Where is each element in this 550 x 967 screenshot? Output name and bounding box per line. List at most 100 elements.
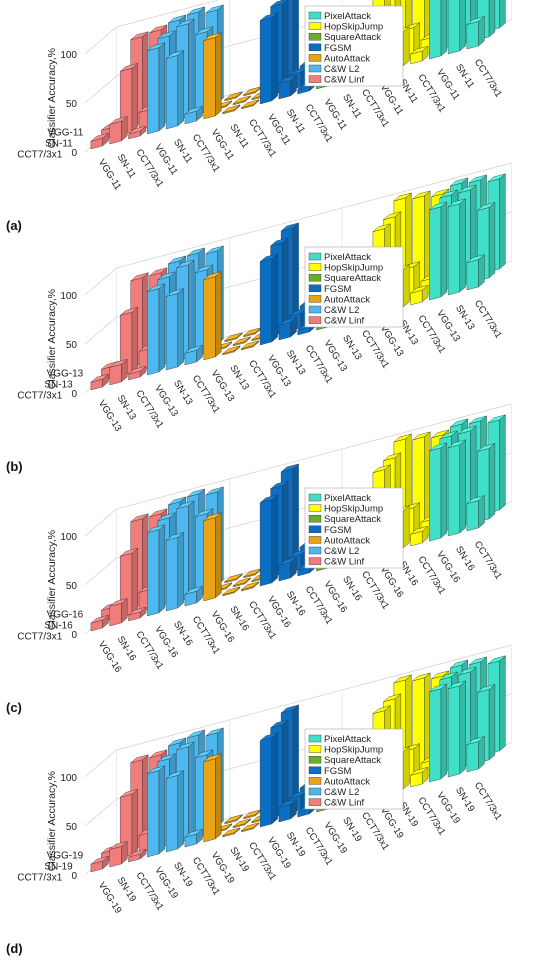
bar — [90, 373, 109, 391]
legend-label: HopSkipJump — [324, 504, 383, 515]
bar — [477, 442, 496, 523]
legend-swatch — [308, 64, 322, 73]
legend-swatch — [308, 54, 322, 62]
legend-swatch — [308, 11, 322, 20]
legend-swatch — [308, 316, 322, 324]
z-tick-label: 0 — [71, 871, 77, 882]
gridline — [116, 644, 512, 751]
legend-label: AutoAttack — [324, 535, 370, 546]
legend-label: AutoAttack — [324, 294, 370, 305]
z-tick-label: 0 — [71, 389, 77, 400]
legend-swatch — [308, 493, 322, 502]
x-tick-label: SN-11 — [340, 92, 363, 120]
legend-label: PixelAttack — [324, 734, 371, 745]
bar — [203, 753, 222, 843]
legend-swatch — [308, 756, 322, 764]
legend-swatch — [308, 252, 322, 261]
bar — [165, 49, 184, 130]
legend-label: C&W L2 — [324, 305, 359, 316]
bar — [232, 577, 251, 588]
bar — [447, 0, 466, 55]
legend: PixelAttackHopSkipJumpSquareAttackFGSMAu… — [304, 487, 404, 569]
depth-tick-label: VGG-16 — [47, 610, 84, 621]
bar — [447, 680, 466, 778]
bar — [165, 531, 184, 612]
bar — [224, 814, 243, 825]
bar — [128, 848, 147, 863]
x-tick-label: SN-11 — [115, 152, 138, 180]
legend-label: C&W L2 — [324, 787, 359, 798]
bar — [429, 683, 447, 783]
legend-swatch — [308, 22, 322, 30]
legend: PixelAttackHopSkipJumpSquareAttackFGSMAu… — [304, 728, 404, 810]
bar — [447, 439, 466, 537]
legend-box — [304, 5, 404, 87]
gridline — [84, 75, 117, 104]
legend-swatch — [308, 745, 322, 753]
bar — [147, 765, 166, 858]
bar — [109, 358, 128, 386]
bar — [109, 597, 128, 627]
gridline — [84, 26, 117, 55]
bar — [203, 32, 222, 120]
bar — [165, 770, 184, 853]
legend-label: PixelAttack — [324, 493, 371, 504]
bar — [243, 809, 262, 820]
bar — [259, 253, 278, 346]
z-tick-label: 0 — [71, 148, 77, 159]
legend-swatch — [308, 75, 322, 83]
bar — [466, 254, 485, 291]
bar — [278, 316, 297, 341]
bar — [165, 288, 184, 371]
bar — [128, 606, 147, 622]
z-tick-label: 0 — [71, 630, 77, 641]
legend-swatch — [308, 515, 322, 523]
bar — [259, 732, 278, 828]
z-tick-label: 50 — [66, 340, 78, 351]
bar — [147, 283, 166, 376]
bar — [429, 0, 447, 60]
depth-tick-label: CCT7/3x1 — [17, 391, 62, 402]
legend-swatch — [308, 787, 322, 796]
bar — [147, 42, 166, 135]
legend-label: C&W Linf — [324, 557, 364, 568]
legend-label: HopSkipJump — [324, 745, 383, 756]
legend-label: C&W Linf — [324, 75, 364, 86]
bar — [128, 365, 147, 381]
depth-tick-label: VGG-19 — [47, 851, 84, 862]
z-tick-label: 50 — [66, 822, 78, 833]
bar — [429, 201, 447, 301]
gridline — [116, 0, 220, 28]
bar — [259, 12, 278, 105]
gridline — [84, 749, 117, 778]
gridline — [84, 316, 117, 345]
depth-tick-label: SN-19 — [44, 862, 73, 873]
depth-tick-label: SN-11 — [45, 139, 73, 150]
z-axis-label: Classifier Accuracy,% — [46, 771, 58, 871]
legend-swatch — [308, 284, 322, 292]
legend-box — [304, 487, 404, 569]
legend-swatch — [308, 734, 322, 743]
depth-tick-label: VGG-11 — [47, 128, 83, 139]
panel-label: (c) — [6, 700, 22, 715]
legend-label: SquareAttack — [324, 32, 381, 43]
legend-swatch — [308, 777, 322, 785]
x-tick-label: CCT7/3x1 — [472, 298, 504, 340]
bar — [119, 788, 138, 859]
bar — [410, 525, 429, 547]
bar — [224, 573, 243, 584]
legend-label: HopSkipJump — [324, 263, 383, 274]
x-tick-label: CCT7/3x1 — [472, 57, 504, 99]
legend-label: HopSkipJump — [324, 22, 383, 33]
legend-swatch — [308, 305, 322, 314]
z-axis-label: Classifier Accuracy,% — [46, 48, 58, 148]
bar — [232, 95, 251, 106]
bar — [447, 198, 466, 296]
legend-label: FGSM — [324, 284, 352, 295]
bar — [222, 345, 241, 356]
bar — [90, 132, 109, 150]
bar — [243, 327, 262, 338]
